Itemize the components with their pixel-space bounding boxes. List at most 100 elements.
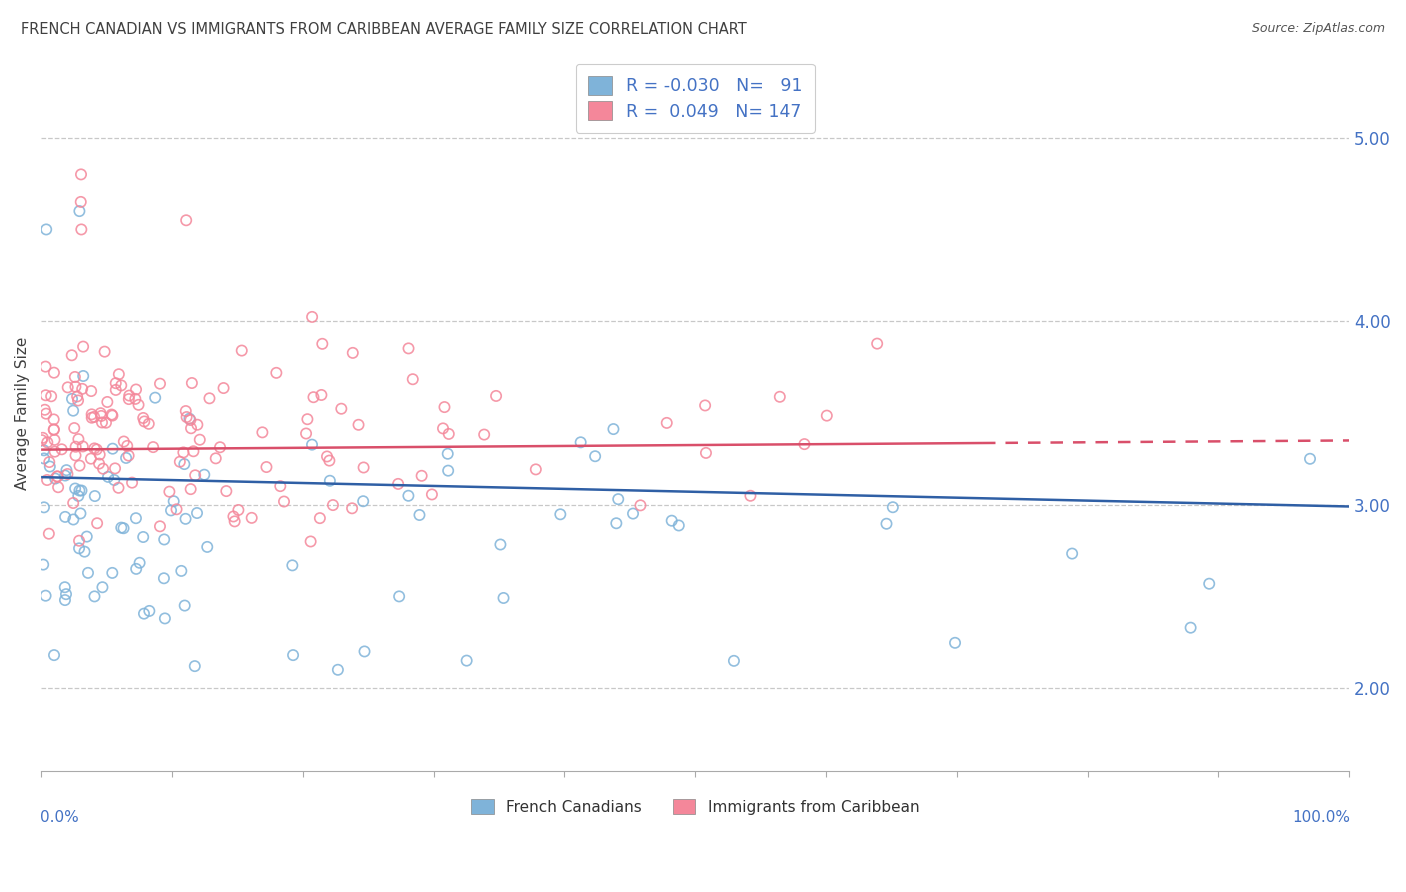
Point bbox=[110, 521, 132, 535]
Point bbox=[72, 369, 94, 384]
Point bbox=[67, 541, 90, 556]
Point bbox=[273, 494, 295, 508]
Point bbox=[330, 401, 353, 416]
Point bbox=[583, 449, 606, 463]
Point bbox=[309, 511, 332, 525]
Point bbox=[65, 440, 87, 454]
Point bbox=[91, 461, 114, 475]
Point bbox=[876, 516, 898, 531]
Point bbox=[186, 506, 208, 520]
Point bbox=[34, 388, 56, 402]
Point bbox=[301, 310, 323, 324]
Point bbox=[138, 604, 160, 618]
Point bbox=[281, 558, 304, 573]
Point bbox=[169, 455, 191, 469]
Point bbox=[432, 421, 454, 435]
Point bbox=[347, 417, 370, 432]
Point bbox=[882, 500, 904, 515]
Point bbox=[297, 412, 319, 426]
Point bbox=[342, 346, 364, 360]
Point bbox=[35, 407, 58, 421]
Point bbox=[53, 593, 76, 607]
Point bbox=[103, 473, 125, 487]
Point bbox=[70, 483, 93, 498]
Point bbox=[420, 487, 443, 501]
Point bbox=[240, 511, 263, 525]
Point bbox=[67, 489, 90, 503]
Point bbox=[93, 344, 115, 359]
Point bbox=[195, 540, 218, 554]
Point bbox=[943, 636, 966, 650]
Point bbox=[184, 468, 207, 483]
Point bbox=[322, 498, 344, 512]
Point bbox=[42, 423, 65, 437]
Point bbox=[209, 440, 232, 454]
Point bbox=[90, 406, 112, 420]
Point bbox=[100, 408, 122, 422]
Point bbox=[53, 509, 76, 524]
Point bbox=[83, 442, 105, 456]
Point bbox=[42, 422, 65, 436]
Point bbox=[326, 663, 349, 677]
Point bbox=[69, 507, 91, 521]
Point bbox=[398, 342, 420, 356]
Point bbox=[179, 413, 201, 427]
Point bbox=[76, 530, 98, 544]
Point bbox=[39, 389, 62, 403]
Point bbox=[101, 409, 124, 423]
Point bbox=[492, 591, 515, 605]
Point bbox=[32, 500, 55, 515]
Point bbox=[80, 384, 103, 398]
Point bbox=[815, 409, 838, 423]
Point bbox=[132, 530, 155, 544]
Point bbox=[44, 472, 66, 486]
Point bbox=[269, 479, 291, 493]
Point bbox=[302, 390, 325, 404]
Point bbox=[128, 398, 150, 412]
Point bbox=[793, 437, 815, 451]
Point bbox=[143, 391, 166, 405]
Point bbox=[72, 340, 94, 354]
Point bbox=[866, 336, 889, 351]
Point bbox=[70, 168, 93, 182]
Point bbox=[101, 442, 124, 456]
Point bbox=[630, 499, 652, 513]
Point bbox=[723, 654, 745, 668]
Point bbox=[402, 372, 425, 386]
Point bbox=[266, 366, 288, 380]
Point bbox=[31, 433, 53, 447]
Point bbox=[411, 468, 433, 483]
Point bbox=[188, 433, 211, 447]
Point bbox=[108, 368, 131, 382]
Point bbox=[128, 556, 150, 570]
Point bbox=[134, 414, 156, 428]
Point bbox=[740, 489, 762, 503]
Point bbox=[96, 395, 118, 409]
Point bbox=[318, 453, 340, 467]
Point bbox=[180, 482, 202, 496]
Point bbox=[110, 378, 132, 392]
Point bbox=[212, 381, 235, 395]
Point bbox=[172, 445, 194, 459]
Point bbox=[42, 648, 65, 662]
Point bbox=[198, 392, 221, 406]
Text: FRENCH CANADIAN VS IMMIGRANTS FROM CARIBBEAN AVERAGE FAMILY SIZE CORRELATION CHA: FRENCH CANADIAN VS IMMIGRANTS FROM CARIB… bbox=[21, 22, 747, 37]
Point bbox=[67, 533, 90, 548]
Point bbox=[91, 580, 114, 594]
Point bbox=[32, 558, 55, 572]
Point bbox=[62, 403, 84, 417]
Point bbox=[83, 409, 105, 424]
Point bbox=[183, 444, 205, 458]
Point bbox=[53, 468, 76, 483]
Point bbox=[153, 611, 176, 625]
Point bbox=[174, 213, 197, 227]
Point bbox=[166, 502, 188, 516]
Point bbox=[55, 587, 77, 601]
Point bbox=[193, 467, 215, 482]
Point bbox=[695, 446, 717, 460]
Point bbox=[107, 481, 129, 495]
Point bbox=[83, 489, 105, 503]
Point bbox=[661, 514, 683, 528]
Point bbox=[83, 590, 105, 604]
Point bbox=[180, 421, 202, 435]
